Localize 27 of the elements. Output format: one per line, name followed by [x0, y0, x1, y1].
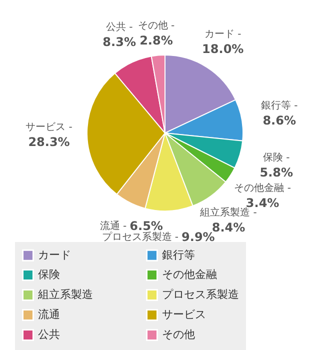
legend-label: 公共: [38, 328, 60, 341]
legend-label: 保険: [38, 268, 60, 281]
legend-label: その他: [162, 328, 195, 341]
legend-label: カード: [38, 248, 71, 262]
text: 組立系製造 -: [199, 206, 258, 218]
legend-label: 銀行等: [162, 248, 195, 262]
data-label: 2.8%: [140, 33, 173, 48]
text: カード -: [204, 28, 242, 40]
text: その他金融 -: [234, 182, 292, 194]
legend-label: 流通: [38, 308, 60, 321]
text: 保険 -: [262, 152, 290, 164]
data-label: 28.3%: [28, 134, 70, 149]
data-label: 8.6%: [262, 113, 296, 128]
text: その他 -: [138, 19, 175, 32]
data-label: 5.8%: [260, 165, 294, 180]
legend-label: その他金融: [162, 268, 217, 281]
legend-label: プロセス系製造: [162, 288, 239, 301]
text: 公共 -: [106, 21, 134, 34]
text: プロセス系製造 -: [102, 230, 179, 243]
data-label: 8.4%: [212, 220, 246, 234]
text: 流通 -: [100, 220, 128, 232]
data-label: 8.3%: [102, 35, 136, 50]
legend-label: 組立系製造: [37, 288, 93, 301]
text: 銀行等 -: [260, 99, 298, 112]
text: サービス -: [26, 122, 73, 133]
legend-label: サービス: [162, 308, 206, 321]
data-label: 18.0%: [202, 42, 244, 56]
